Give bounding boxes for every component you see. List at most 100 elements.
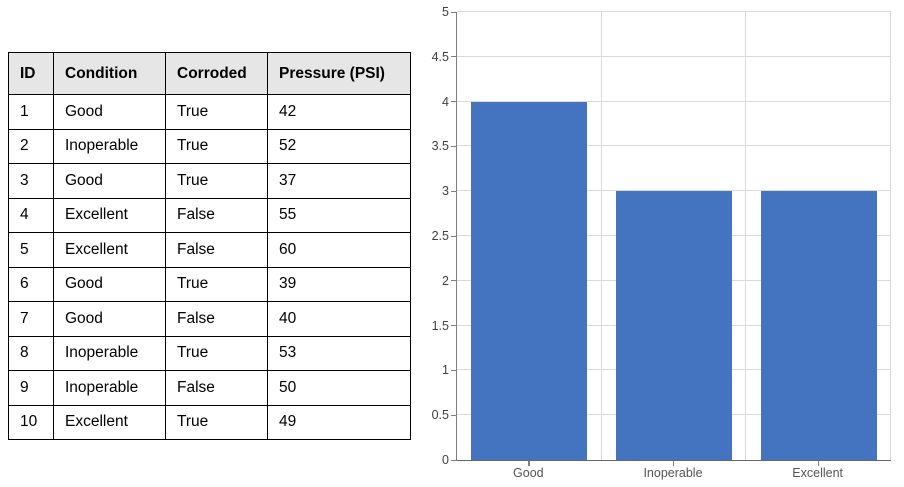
y-tick-label: 5 <box>442 5 449 19</box>
x-tick-mark <box>673 461 675 466</box>
table-cell: False <box>165 370 268 406</box>
y-tick-label: 3 <box>442 184 449 199</box>
x-tick-label: Inoperable <box>643 466 703 480</box>
table-row: 4 Excellent False 55 <box>8 197 411 233</box>
table-cell: Excellent <box>53 404 166 440</box>
table-cell: 9 <box>8 370 54 406</box>
h-gridline <box>457 11 891 12</box>
y-tick-label: 1 <box>442 363 449 378</box>
table-cell: False <box>165 197 268 233</box>
table-cell: 49 <box>267 404 411 440</box>
v-gridline <box>890 12 891 460</box>
y-tick-mark <box>451 235 457 237</box>
v-gridline <box>600 12 602 460</box>
y-tick-label: 0.5 <box>431 408 449 423</box>
table-row: 1 Good True 42 <box>8 94 411 130</box>
table-cell: Inoperable <box>53 128 166 164</box>
table-row: 6 Good True 39 <box>8 266 411 302</box>
table-cell: 10 <box>8 404 54 440</box>
table-cell: True <box>165 163 268 199</box>
table-cell: 55 <box>267 197 411 233</box>
x-tick-label: Excellent <box>792 466 844 480</box>
table-row: 7 Good False 40 <box>8 301 411 337</box>
y-tick-label: 4.5 <box>431 49 449 64</box>
table-cell: 4 <box>8 197 54 233</box>
table-cell: 8 <box>8 335 54 371</box>
table-cell: 5 <box>8 232 54 268</box>
table-row: 2 Inoperable True 52 <box>8 128 411 164</box>
bar-good <box>471 101 588 460</box>
condition-bar-chart: 0 0.5 1 1.5 2 2.5 3 3.5 4 4.5 5 Good Inoperable Exce… <box>424 0 904 487</box>
y-tick-label: 1.5 <box>431 318 449 333</box>
pipe-data-table-container: ID Condition Corroded Pressure (PSI) 1 Good T… <box>8 52 411 440</box>
table-cell: Good <box>53 301 166 337</box>
table-row: 3 Good True 37 <box>8 163 411 199</box>
table-cell: True <box>165 335 268 371</box>
y-tick-label: 4 <box>442 94 449 109</box>
table-header: ID Condition Corroded Pressure (PSI) <box>8 52 411 95</box>
table-cell: True <box>165 404 268 440</box>
y-tick-mark <box>451 280 457 282</box>
y-tick-mark <box>451 11 457 13</box>
y-tick-mark <box>451 56 457 58</box>
column-header: Corroded <box>165 52 268 95</box>
y-tick-mark <box>451 190 457 192</box>
column-header: Pressure (PSI) <box>267 52 411 95</box>
table-cell: Good <box>53 94 166 130</box>
y-tick-mark <box>451 459 457 461</box>
h-gridline <box>457 55 891 57</box>
table-cell: 53 <box>267 335 411 371</box>
chart-plot-area <box>456 11 891 461</box>
column-header: Condition <box>53 52 166 95</box>
table-row: 8 Inoperable True 53 <box>8 335 411 371</box>
table-header-row: ID Condition Corroded Pressure (PSI) <box>8 52 411 95</box>
pipe-data-table: ID Condition Corroded Pressure (PSI) 1 Good T… <box>8 52 411 440</box>
h-gridline <box>457 190 891 192</box>
v-gridline <box>745 12 747 460</box>
table-cell: 2 <box>8 128 54 164</box>
table-cell: Excellent <box>53 197 166 233</box>
table-cell: Good <box>53 266 166 302</box>
table-cell: 50 <box>267 370 411 406</box>
h-gridline <box>457 145 891 147</box>
table-cell: 7 <box>8 301 54 337</box>
y-tick-mark <box>451 369 457 372</box>
y-tick-mark <box>451 414 457 416</box>
table-cell: 3 <box>8 163 54 199</box>
table-cell: False <box>165 301 268 337</box>
table-row: 9 Inoperable False 50 <box>8 370 411 406</box>
table-row: 10 Excellent True 49 <box>8 404 411 440</box>
table-cell: True <box>165 266 268 302</box>
column-header: ID <box>8 52 54 95</box>
x-tick-mark <box>528 461 530 466</box>
table-cell: 1 <box>8 94 54 130</box>
table-cell: 52 <box>267 128 411 164</box>
bar-inoperable <box>616 191 732 460</box>
y-tick-label: 2 <box>442 273 449 288</box>
table-cell: True <box>165 94 268 130</box>
x-tick-label: Good <box>513 466 544 480</box>
table-cell: 40 <box>267 301 411 337</box>
bar-excellent <box>760 191 877 460</box>
table-body: 1 Good True 42 2 Inoperable True 52 3 Good True 37 4… <box>8 94 411 440</box>
table-cell: Good <box>53 163 166 199</box>
table-cell: Excellent <box>53 232 166 268</box>
y-tick-label: 2.5 <box>431 229 449 243</box>
table-cell: True <box>165 128 268 164</box>
h-gridline <box>457 100 891 102</box>
y-tick-mark <box>451 325 457 327</box>
table-cell: 39 <box>267 266 411 302</box>
y-tick-mark <box>451 101 457 103</box>
table-cell: Inoperable <box>53 370 166 406</box>
x-tick-mark <box>817 461 819 466</box>
table-cell: 42 <box>267 94 411 130</box>
y-tick-mark <box>451 145 457 148</box>
table-cell: False <box>165 232 268 268</box>
table-cell: 6 <box>8 266 54 302</box>
table-cell: 37 <box>267 163 411 199</box>
y-tick-label: 0 <box>442 453 449 467</box>
table-row: 5 Excellent False 60 <box>8 232 411 268</box>
table-cell: 60 <box>267 232 411 268</box>
table-cell: Inoperable <box>53 335 166 371</box>
